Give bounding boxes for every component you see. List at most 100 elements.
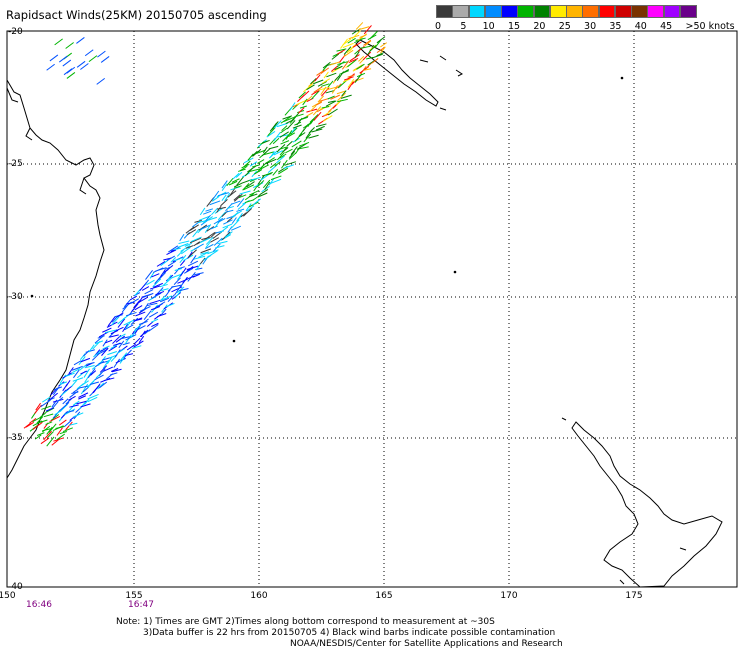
wind-barb [260, 164, 269, 170]
wind-barb [281, 125, 288, 131]
wind-barb [108, 329, 118, 338]
wind-barb [174, 257, 183, 262]
wind-barb [315, 101, 322, 106]
wind-barb [380, 46, 386, 54]
wind-barb [233, 194, 241, 201]
wind-barb [168, 245, 179, 253]
wind-barb [41, 425, 51, 433]
wind-barb [249, 168, 262, 172]
wind-barb [354, 51, 360, 59]
wind-barb [340, 94, 352, 99]
wind-barb [116, 312, 124, 318]
wind-barb [46, 436, 55, 447]
wind-barb [161, 295, 173, 301]
wind-barb [358, 26, 370, 31]
wind-barb [153, 282, 163, 288]
wind-barb [194, 219, 202, 223]
wind-barb [266, 130, 276, 138]
wind-barb [110, 329, 119, 335]
wind-barb [223, 219, 233, 225]
wind-barb [347, 73, 355, 81]
wind-barb [177, 243, 189, 248]
wind-barb [342, 38, 352, 46]
wind-barb [199, 237, 211, 244]
wind-barb [116, 326, 124, 332]
wind-barb [65, 380, 71, 387]
colorbar-label: 0 [434, 21, 442, 32]
new-caledonia [355, 39, 439, 107]
wind-barb [337, 61, 348, 65]
wind-barb [227, 226, 233, 233]
wind-barb [331, 85, 338, 94]
wind-barb [40, 399, 51, 408]
colorbar-label: 40 [634, 21, 647, 32]
wind-barb [207, 216, 218, 221]
wind-barb [156, 261, 166, 267]
wind-barb [87, 378, 97, 388]
wind-barb [281, 159, 288, 169]
colorbar-label: 20 [533, 21, 546, 32]
wind-barb [164, 266, 172, 270]
wind-barb [159, 297, 170, 303]
wind-barb [259, 188, 269, 196]
wind-barb [285, 130, 293, 140]
wind-barb [166, 249, 177, 255]
wind-barb [210, 225, 218, 230]
wind-barb [126, 343, 136, 351]
wind-barb [194, 272, 204, 276]
wind-barb [60, 402, 70, 411]
wind-barb [32, 421, 43, 430]
wind-barb [179, 267, 187, 277]
colorbar-label: 30 [584, 21, 597, 32]
wind-barb [138, 335, 145, 343]
wind-barb [151, 292, 162, 299]
wind-barb [347, 78, 355, 88]
wind-barb [334, 65, 343, 71]
wind-barb [52, 401, 59, 409]
wind-barb [271, 121, 279, 130]
wind-barb [80, 380, 89, 387]
wind-barb [273, 120, 282, 129]
lon-label-150: 150 [0, 591, 16, 601]
wind-barb [141, 318, 149, 325]
wind-barb [261, 139, 270, 144]
wind-barb [98, 381, 108, 389]
wind-barb [289, 102, 296, 111]
wind-barb [108, 345, 118, 352]
wind-barb [58, 419, 67, 426]
wind-barb [343, 46, 352, 55]
wind-barb [179, 288, 189, 292]
wind-barb [257, 159, 265, 164]
new-zealand-coastline [571, 421, 723, 588]
wind-barb [98, 360, 109, 365]
wind-barb [53, 386, 63, 391]
wind-barb [62, 398, 69, 405]
wind-barb [365, 56, 374, 60]
wind-barb [190, 254, 197, 264]
wind-barb [160, 308, 167, 316]
wind-barb [252, 194, 261, 201]
wind-barb [171, 286, 183, 293]
wind-barb [98, 331, 109, 338]
wind-barb [321, 105, 330, 109]
wind-barb [104, 329, 116, 334]
wind-barb [213, 217, 224, 225]
wind-barb [206, 226, 215, 232]
wind-barb [205, 241, 211, 249]
wind-barb [232, 210, 242, 217]
wind-barb [71, 365, 83, 371]
wind-barb [245, 203, 252, 212]
wind-barb [252, 198, 261, 206]
wind-barb [230, 225, 241, 231]
wind-barb [247, 153, 254, 161]
wind-barb [164, 264, 174, 273]
wind-barb [65, 421, 73, 431]
wind-barb [36, 416, 44, 424]
wind-barb [90, 370, 97, 376]
wind-barb [290, 146, 298, 155]
wind-barb [148, 311, 159, 318]
wind-barb [185, 245, 194, 249]
wind-barb [299, 141, 310, 147]
wind-barb [68, 422, 78, 426]
wind-barb [83, 398, 90, 406]
